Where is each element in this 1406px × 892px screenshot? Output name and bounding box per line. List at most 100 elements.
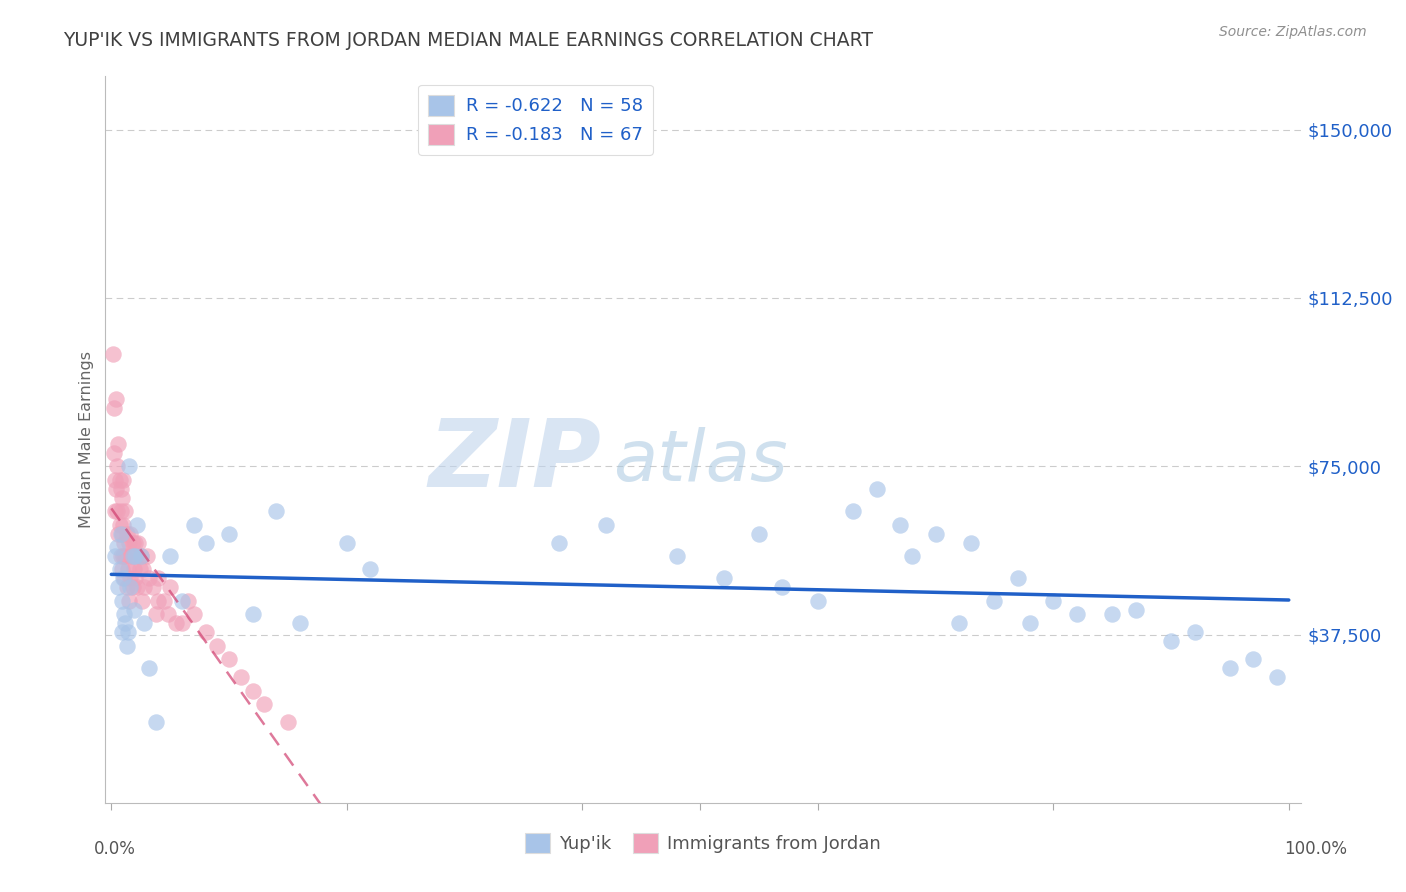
- Point: [134, 616, 156, 631]
- Point: [115, 526, 138, 541]
- Point: [101, 347, 124, 361]
- Point: [111, 625, 134, 640]
- Point: [105, 540, 128, 554]
- Point: [183, 607, 205, 622]
- Point: [120, 581, 142, 595]
- Legend: R = -0.622   N = 58, R = -0.183   N = 67: R = -0.622 N = 58, R = -0.183 N = 67: [419, 85, 652, 154]
- Point: [207, 639, 229, 653]
- Point: [138, 571, 160, 585]
- Point: [110, 482, 132, 496]
- Point: [108, 517, 131, 532]
- Point: [153, 594, 176, 608]
- Point: [288, 616, 311, 631]
- Point: [595, 517, 617, 532]
- Point: [112, 571, 135, 585]
- Point: [165, 616, 187, 631]
- Point: [111, 594, 134, 608]
- Point: [121, 535, 143, 549]
- Point: [277, 714, 299, 729]
- Point: [1125, 603, 1147, 617]
- Point: [889, 517, 911, 532]
- Point: [131, 594, 153, 608]
- Legend: Yup'ik, Immigrants from Jordan: Yup'ik, Immigrants from Jordan: [517, 825, 889, 861]
- Point: [112, 571, 135, 585]
- Point: [134, 581, 156, 595]
- Point: [105, 504, 128, 518]
- Point: [1066, 607, 1088, 622]
- Point: [121, 549, 143, 563]
- Point: [110, 504, 132, 518]
- Point: [138, 661, 160, 675]
- Point: [948, 616, 970, 631]
- Point: [1243, 652, 1265, 666]
- Point: [112, 535, 135, 549]
- Point: [218, 652, 240, 666]
- Point: [194, 535, 217, 549]
- Point: [253, 697, 276, 711]
- Point: [170, 616, 193, 631]
- Point: [107, 581, 129, 595]
- Point: [141, 581, 163, 595]
- Point: [1219, 661, 1241, 675]
- Point: [112, 607, 135, 622]
- Point: [145, 714, 167, 729]
- Point: [125, 549, 148, 563]
- Point: [148, 594, 170, 608]
- Point: [105, 459, 128, 474]
- Point: [132, 562, 155, 576]
- Point: [924, 526, 946, 541]
- Point: [242, 607, 264, 622]
- Point: [111, 526, 134, 541]
- Point: [127, 535, 149, 549]
- Point: [960, 535, 983, 549]
- Point: [842, 504, 865, 518]
- Text: atlas: atlas: [613, 426, 787, 496]
- Point: [194, 625, 217, 640]
- Point: [115, 639, 138, 653]
- Point: [115, 581, 138, 595]
- Point: [713, 571, 735, 585]
- Point: [118, 535, 141, 549]
- Point: [127, 581, 149, 595]
- Point: [110, 549, 132, 563]
- Point: [118, 459, 141, 474]
- Point: [114, 549, 136, 563]
- Y-axis label: Median Male Earnings: Median Male Earnings: [79, 351, 94, 528]
- Point: [156, 607, 179, 622]
- Point: [112, 517, 135, 532]
- Point: [117, 625, 139, 640]
- Point: [148, 571, 170, 585]
- Point: [103, 446, 125, 460]
- Point: [122, 603, 145, 617]
- Point: [124, 549, 146, 563]
- Point: [120, 549, 142, 563]
- Point: [108, 473, 131, 487]
- Point: [242, 683, 264, 698]
- Point: [901, 549, 924, 563]
- Point: [122, 562, 145, 576]
- Point: [129, 549, 152, 563]
- Point: [159, 581, 181, 595]
- Point: [114, 616, 136, 631]
- Point: [807, 594, 830, 608]
- Point: [264, 504, 287, 518]
- Point: [1007, 571, 1029, 585]
- Point: [112, 473, 135, 487]
- Point: [121, 581, 143, 595]
- Point: [120, 526, 142, 541]
- Point: [105, 392, 128, 406]
- Point: [170, 594, 193, 608]
- Point: [120, 571, 142, 585]
- Point: [336, 535, 359, 549]
- Point: [112, 549, 135, 563]
- Text: 0.0%: 0.0%: [94, 840, 136, 858]
- Point: [111, 562, 134, 576]
- Point: [359, 562, 381, 576]
- Point: [159, 549, 181, 563]
- Point: [104, 504, 127, 518]
- Point: [114, 504, 136, 518]
- Point: [665, 549, 688, 563]
- Point: [104, 473, 127, 487]
- Point: [110, 526, 132, 541]
- Point: [547, 535, 569, 549]
